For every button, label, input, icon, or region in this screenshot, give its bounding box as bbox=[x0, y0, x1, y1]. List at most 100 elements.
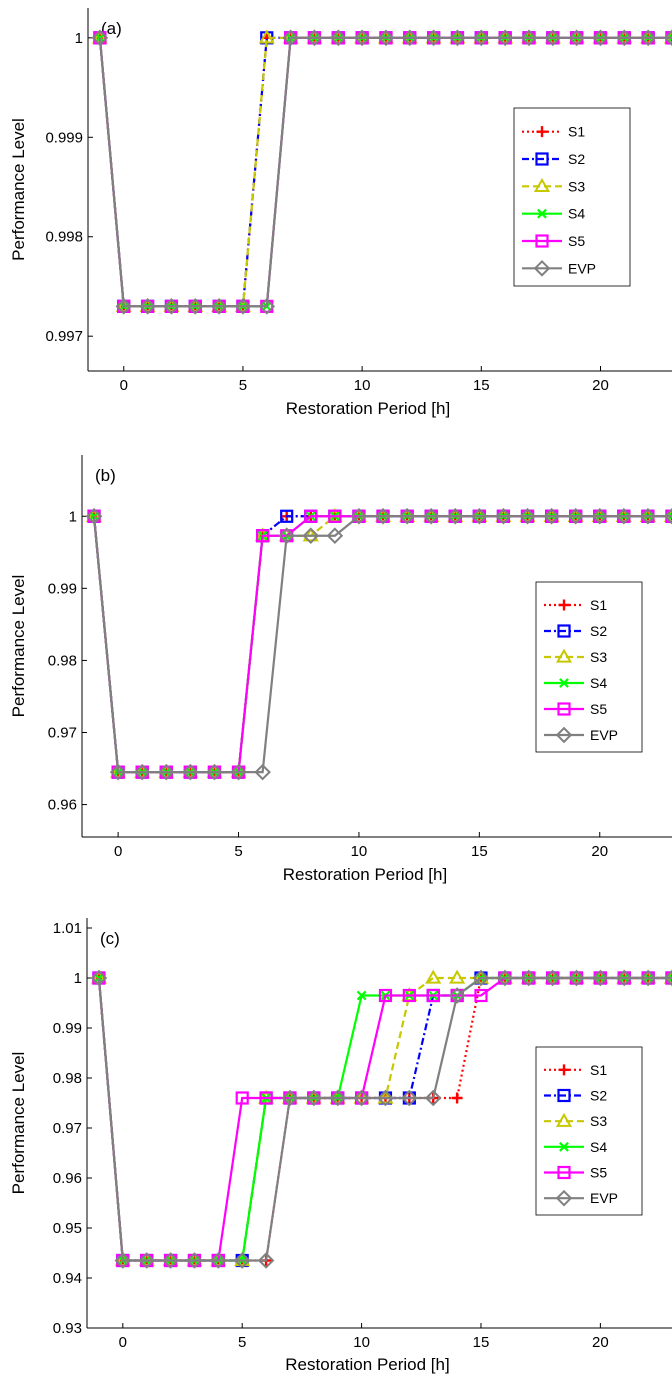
x-axis-title: Restoration Period [h] bbox=[285, 1355, 449, 1374]
data-point-evp bbox=[329, 29, 347, 47]
data-point-s5 bbox=[328, 509, 342, 523]
legend-label: S3 bbox=[590, 649, 607, 665]
legend-entry-s5: S5 bbox=[522, 233, 585, 249]
legend-marker bbox=[557, 702, 571, 716]
series-evp bbox=[91, 29, 672, 315]
y-tick-label: 0.997 bbox=[45, 328, 83, 345]
legend-entry-s5: S5 bbox=[544, 701, 607, 717]
data-point-evp bbox=[139, 298, 156, 315]
x-axis-title: Restoration Period [h] bbox=[283, 865, 447, 884]
data-point-evp bbox=[639, 969, 657, 987]
data-point-evp bbox=[350, 507, 368, 525]
y-tick-label: 0.96 bbox=[48, 797, 77, 814]
data-point-s5 bbox=[259, 1091, 273, 1105]
legend-label: S1 bbox=[568, 124, 585, 140]
legend-marker bbox=[535, 234, 549, 248]
legend: S1 S2 S3 S4 S5 EVP bbox=[535, 1046, 643, 1216]
x-tick-label: 5 bbox=[239, 377, 247, 394]
x-tick-label: 10 bbox=[351, 843, 368, 860]
data-point-s3 bbox=[258, 29, 275, 44]
x-tick-label: 5 bbox=[238, 1334, 246, 1351]
x-tick-label: 5 bbox=[234, 843, 242, 860]
data-point-evp bbox=[591, 507, 609, 525]
y-tick-label: 1 bbox=[74, 970, 82, 987]
legend-label: S2 bbox=[590, 623, 607, 639]
legend-label: S4 bbox=[590, 675, 607, 691]
legend-entry-evp: EVP bbox=[544, 1189, 618, 1207]
data-point-evp bbox=[424, 1089, 442, 1107]
x-tick-label: 0 bbox=[114, 843, 122, 860]
data-point-evp bbox=[90, 969, 108, 987]
legend: S1 S2 S3 S4 S5 EVP bbox=[535, 581, 643, 753]
data-point-evp bbox=[592, 969, 609, 987]
data-point-evp bbox=[377, 29, 395, 47]
legend-entry-s2: S2 bbox=[522, 151, 585, 167]
data-point-evp bbox=[282, 29, 299, 47]
data-point-s1 bbox=[451, 1092, 463, 1104]
data-point-evp bbox=[496, 29, 514, 47]
x-tick-label: 10 bbox=[354, 377, 371, 394]
data-point-evp bbox=[326, 527, 344, 545]
legend-marker bbox=[555, 648, 573, 663]
legend-marker bbox=[557, 1088, 571, 1103]
y-tick-label: 0.96 bbox=[53, 1170, 82, 1187]
legend-entry-s3: S3 bbox=[522, 178, 585, 194]
data-point-evp bbox=[639, 29, 657, 47]
legend: S1 S2 S3 S4 S5 EVP bbox=[513, 107, 631, 287]
data-point-s3 bbox=[449, 969, 466, 984]
legend-label: S3 bbox=[590, 1113, 607, 1129]
data-point-evp bbox=[163, 298, 180, 315]
data-point-evp bbox=[446, 507, 464, 525]
series-evp bbox=[85, 507, 672, 781]
legend-entry-s3: S3 bbox=[544, 1112, 607, 1129]
legend-marker bbox=[558, 599, 570, 611]
y-tick-label: 0.99 bbox=[48, 580, 77, 597]
data-point-evp bbox=[544, 969, 561, 987]
legend-label: S5 bbox=[568, 233, 585, 249]
series-line-evp bbox=[97, 976, 672, 1262]
data-point-evp bbox=[377, 1089, 394, 1107]
y-tick-label: 0.97 bbox=[48, 724, 77, 741]
data-point-evp bbox=[233, 1252, 251, 1269]
legend-label: S2 bbox=[568, 151, 585, 167]
x-tick-label: 0 bbox=[119, 1334, 127, 1351]
series-evp bbox=[90, 969, 672, 1269]
legend-label: S2 bbox=[590, 1088, 607, 1104]
y-tick-label: 1 bbox=[69, 508, 77, 525]
legend-label: S3 bbox=[568, 178, 585, 194]
data-point-evp bbox=[592, 29, 609, 47]
data-point-s5 bbox=[402, 988, 416, 1003]
data-point-evp bbox=[182, 763, 199, 781]
y-axis-title: Performance Level bbox=[9, 575, 28, 718]
legend-label: S5 bbox=[590, 1165, 607, 1181]
legend-box bbox=[513, 107, 631, 287]
legend-box bbox=[535, 581, 643, 753]
x-tick-label: 15 bbox=[473, 1334, 490, 1351]
data-point-evp bbox=[448, 987, 466, 1004]
legend-label: S4 bbox=[590, 1139, 607, 1155]
series-line-evp bbox=[98, 36, 672, 308]
legend-label: S1 bbox=[590, 1062, 607, 1078]
data-point-evp bbox=[616, 29, 633, 47]
data-point-s5 bbox=[378, 988, 393, 1003]
data-point-evp bbox=[374, 507, 392, 525]
y-tick-label: 0.95 bbox=[53, 1220, 82, 1237]
data-point-evp bbox=[210, 1252, 227, 1269]
legend-entry-s2: S2 bbox=[544, 1088, 607, 1104]
data-point-evp bbox=[401, 29, 419, 47]
data-point-evp bbox=[133, 763, 151, 781]
y-tick-label: 0.97 bbox=[53, 1120, 82, 1137]
panel-label: (c) bbox=[100, 929, 120, 948]
data-point-evp bbox=[186, 1252, 203, 1269]
data-point-evp bbox=[496, 969, 514, 987]
data-point-evp bbox=[85, 507, 103, 525]
data-point-evp bbox=[422, 507, 440, 525]
data-point-s2 bbox=[280, 509, 294, 523]
legend-box bbox=[535, 1046, 643, 1216]
data-point-evp bbox=[401, 1089, 418, 1107]
legend-marker bbox=[559, 678, 569, 688]
data-point-evp bbox=[306, 29, 323, 47]
legend-entry-s1: S1 bbox=[544, 1062, 607, 1078]
data-point-evp bbox=[278, 527, 295, 545]
y-tick-label: 0.998 bbox=[45, 229, 83, 246]
